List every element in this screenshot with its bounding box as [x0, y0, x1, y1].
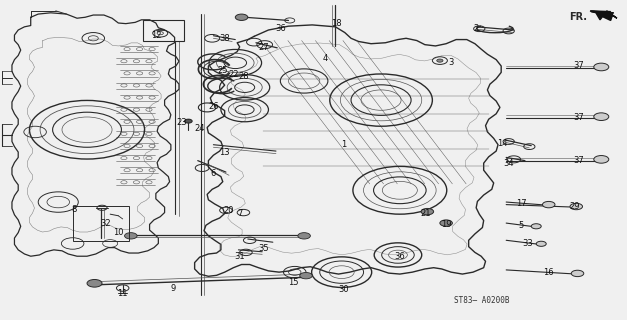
Circle shape: [594, 113, 609, 121]
Circle shape: [298, 233, 310, 239]
Circle shape: [570, 203, 582, 210]
Text: 10: 10: [113, 228, 124, 237]
Text: 1: 1: [341, 140, 346, 149]
Text: FR.: FR.: [569, 12, 587, 22]
Text: 32: 32: [100, 219, 111, 228]
Bar: [144, 20, 184, 42]
Circle shape: [421, 208, 434, 215]
Text: 23: 23: [177, 118, 187, 127]
Polygon shape: [590, 11, 617, 20]
Text: 37: 37: [573, 60, 584, 69]
Text: 16: 16: [544, 268, 554, 277]
Text: 3: 3: [448, 58, 454, 67]
Circle shape: [437, 59, 443, 62]
Circle shape: [531, 224, 541, 229]
Circle shape: [571, 270, 584, 276]
Text: 27: 27: [258, 43, 269, 52]
Circle shape: [536, 241, 546, 246]
Text: 6: 6: [211, 169, 216, 178]
Text: 26: 26: [208, 102, 219, 111]
Circle shape: [184, 119, 192, 123]
Bar: [73, 206, 129, 241]
Text: 25: 25: [218, 66, 228, 75]
Text: 36: 36: [394, 252, 405, 261]
Circle shape: [594, 63, 609, 71]
Text: 31: 31: [234, 252, 245, 261]
Text: 18: 18: [330, 19, 341, 28]
Text: 13: 13: [219, 148, 230, 156]
Text: 7: 7: [237, 209, 243, 218]
Text: 33: 33: [522, 239, 533, 248]
Text: 9: 9: [170, 284, 176, 292]
Polygon shape: [590, 10, 613, 15]
Text: 37: 37: [573, 156, 584, 165]
Text: 11: 11: [117, 289, 127, 298]
Text: 37: 37: [573, 114, 584, 123]
Text: 34: 34: [503, 159, 514, 168]
Circle shape: [300, 272, 312, 279]
Text: 12: 12: [150, 31, 161, 40]
Text: 14: 14: [497, 139, 508, 148]
Text: 5: 5: [519, 221, 524, 230]
Text: 20: 20: [224, 206, 234, 215]
Text: ST83– A0200B: ST83– A0200B: [455, 296, 510, 305]
Text: 17: 17: [516, 198, 527, 207]
Text: 2: 2: [473, 24, 479, 33]
Text: 30: 30: [338, 284, 349, 293]
Text: 29: 29: [570, 202, 580, 211]
Circle shape: [235, 14, 248, 20]
Circle shape: [542, 201, 555, 208]
Text: 21: 21: [421, 209, 431, 218]
Text: 24: 24: [194, 124, 205, 133]
Circle shape: [87, 279, 102, 287]
Text: 28: 28: [238, 72, 249, 81]
Text: 19: 19: [441, 220, 451, 229]
Text: 8: 8: [72, 205, 77, 214]
Circle shape: [594, 156, 609, 163]
Text: 36: 36: [276, 24, 287, 33]
Text: 22: 22: [228, 70, 239, 79]
Text: 38: 38: [219, 34, 230, 43]
Text: 4: 4: [322, 53, 327, 62]
Text: 15: 15: [288, 278, 298, 287]
Circle shape: [125, 233, 137, 239]
Text: 35: 35: [258, 244, 269, 253]
Circle shape: [440, 220, 453, 226]
